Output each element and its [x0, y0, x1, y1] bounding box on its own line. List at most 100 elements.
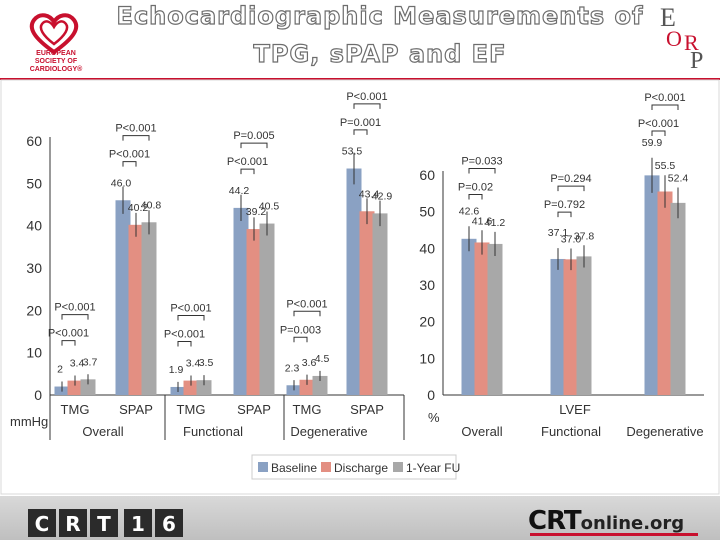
data-label: 37.8	[574, 230, 595, 242]
significance-bracket	[468, 193, 483, 200]
bar-1-year-fu	[80, 379, 96, 395]
significance-bracket	[293, 310, 321, 317]
data-label: 42.6	[459, 205, 480, 217]
eorp-letter-p: P	[690, 48, 703, 74]
bar-1-year-fu	[670, 202, 686, 395]
legend-label: Baseline	[271, 461, 317, 475]
right-y-tick-label: 30	[419, 277, 435, 293]
data-label: 44.2	[229, 185, 250, 197]
data-label: 41.6	[472, 215, 493, 227]
esc-logo-text-2: SOCIETY OF	[34, 58, 78, 65]
bar-discharge	[128, 224, 144, 395]
p-value-label: P=0.003	[280, 324, 321, 336]
left-y-tick-label: 20	[26, 302, 42, 318]
p-value-label: P<0.001	[54, 302, 95, 314]
bar-baseline	[115, 200, 131, 395]
x-tick-label: TMG	[177, 402, 206, 417]
x-tick-label: TMG	[61, 402, 90, 417]
legend-swatch	[321, 462, 331, 472]
right-y-tick-label: 20	[419, 314, 435, 330]
significance-bracket	[177, 314, 205, 321]
data-label: 3.4	[186, 358, 201, 370]
p-value-label: P<0.001	[48, 328, 89, 340]
significance-bracket	[293, 336, 308, 343]
data-label: 42.9	[372, 190, 393, 202]
left-y-tick-label: 30	[26, 260, 42, 276]
right-y-tick-label: 0	[427, 387, 435, 403]
left-y-tick-label: 50	[26, 175, 42, 191]
p-value-label: P<0.001	[227, 156, 268, 168]
bar-1-year-fu	[141, 222, 157, 395]
bar-baseline	[346, 168, 362, 395]
x-tick-label: Overall	[461, 424, 502, 439]
crtonline-underline	[530, 533, 698, 536]
p-value-label: P=0.02	[458, 181, 493, 193]
data-label: 2	[57, 364, 63, 376]
data-label: 40.8	[141, 199, 162, 211]
significance-bracket	[240, 142, 268, 149]
data-label: 40.2	[128, 202, 149, 214]
x-tick-label: SPAP	[119, 402, 153, 417]
legend-box	[251, 454, 457, 480]
group-label: Degenerative	[290, 424, 367, 439]
crt16-letter-5: 6	[162, 512, 176, 536]
crt16-logo: C R T 1 6	[28, 509, 183, 537]
bar-1-year-fu	[312, 375, 328, 395]
chart-panel-border	[0, 79, 720, 495]
data-label: 3.5	[199, 357, 214, 369]
bar-baseline	[461, 238, 477, 395]
data-label: 40.5	[259, 201, 280, 213]
data-label: 3.7	[83, 356, 98, 368]
header-rule	[0, 78, 720, 80]
bar-baseline	[550, 258, 566, 395]
bar-baseline	[233, 207, 249, 395]
significance-bracket	[122, 135, 150, 141]
data-label: 4.5	[315, 353, 330, 365]
eorp-letter-e: E	[660, 3, 676, 32]
slide-title-line-1: Echocardiographic Measurements of	[116, 1, 644, 30]
bar-discharge	[474, 242, 490, 395]
significance-bracket	[61, 314, 89, 320]
bar-discharge	[359, 211, 375, 395]
p-value-label: P<0.001	[286, 298, 327, 310]
legend-swatch	[393, 462, 403, 472]
data-label: 43.4	[359, 188, 380, 200]
p-value-label: P<0.001	[170, 302, 211, 314]
group-label: Overall	[82, 424, 123, 439]
significance-bracket	[557, 211, 572, 218]
significance-bracket	[651, 130, 666, 137]
right-y-tick-label: 60	[419, 167, 435, 183]
p-value-label: P<0.001	[164, 328, 205, 340]
p-value-label: P<0.001	[115, 123, 156, 135]
x-tick-label: SPAP	[237, 402, 271, 417]
esc-heart-logo	[29, 13, 79, 55]
data-label: 3.6	[302, 357, 317, 369]
eorp-letter-r: R	[684, 30, 699, 55]
bar-discharge	[563, 259, 579, 395]
left-y-tick-label: 60	[26, 133, 42, 149]
crt16-letter-1: C	[35, 512, 50, 536]
right-y-tick-label: 50	[419, 204, 435, 220]
bar-1-year-fu	[372, 213, 388, 395]
x-tick-label: Degenerative	[626, 424, 703, 439]
bar-1-year-fu	[259, 223, 275, 395]
data-label: 3.4	[70, 358, 85, 370]
left-y-tick-label: 10	[26, 345, 42, 361]
left-y-axis-label: mmHg	[10, 414, 48, 429]
bar-discharge	[657, 191, 673, 395]
crtonline-main: CRT	[528, 506, 582, 536]
data-label: 1.9	[169, 364, 184, 376]
significance-bracket	[61, 340, 76, 346]
right-x-axis-label: LVEF	[559, 402, 591, 417]
esc-logo-text-1: EUROPEAN	[36, 50, 76, 57]
legend-label: 1-Year FU	[406, 461, 460, 475]
legend-swatch	[258, 462, 268, 472]
p-value-label: P<0.001	[109, 149, 150, 161]
left-y-tick-label: 0	[34, 387, 42, 403]
significance-bracket	[177, 340, 192, 347]
significance-bracket	[468, 167, 496, 174]
bar-discharge	[183, 380, 199, 395]
data-label: 2.3	[285, 362, 300, 374]
